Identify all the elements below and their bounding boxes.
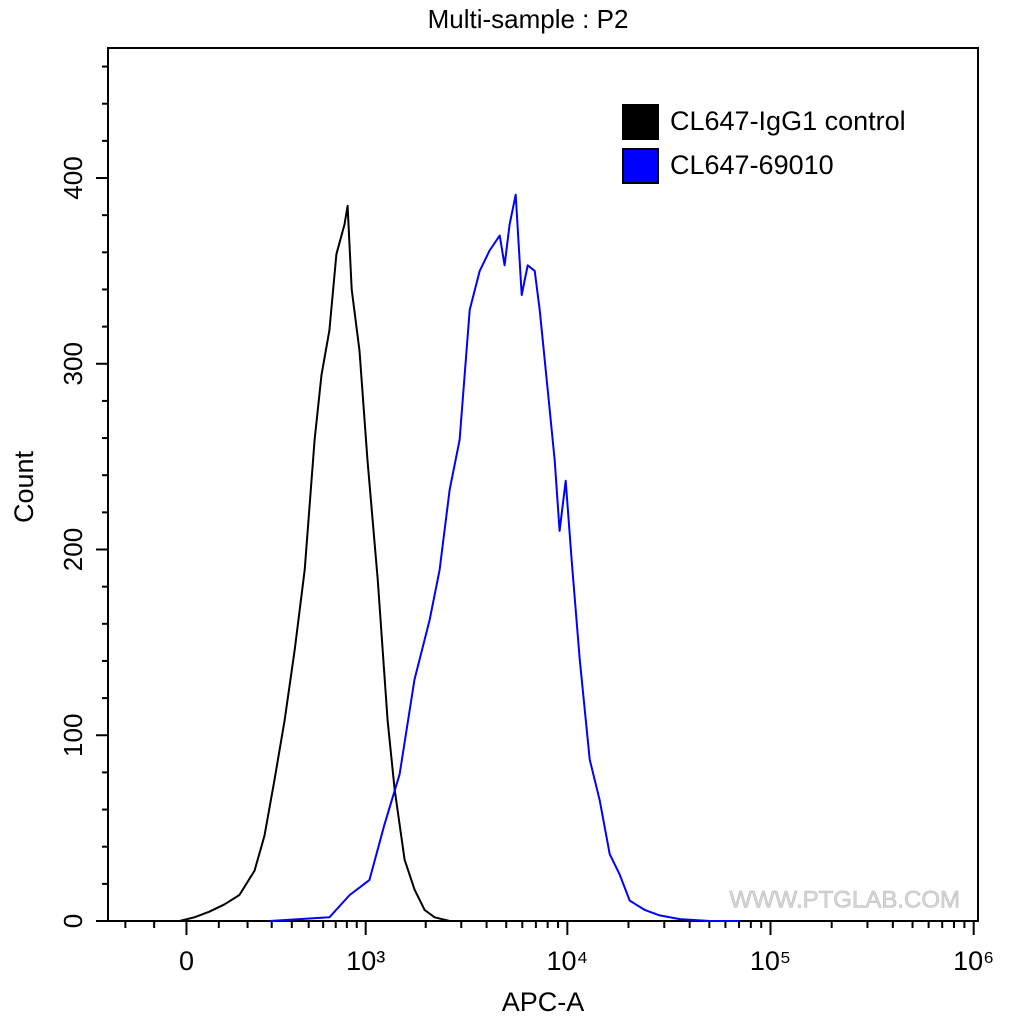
- watermark: WWW.PTGLAB.COM: [729, 886, 960, 913]
- y-tick-label: 200: [58, 528, 88, 571]
- legend-swatch: [622, 104, 659, 140]
- x-tick-label: 10⁴: [547, 946, 589, 976]
- y-tick-label: 400: [58, 156, 88, 199]
- histogram-line: [179, 204, 450, 922]
- x-tick-label: 0: [179, 946, 194, 976]
- plot-frame: [107, 47, 979, 922]
- y-tick-label: 300: [58, 342, 88, 385]
- y-tick-label: 100: [58, 714, 88, 757]
- y-tick-label: 0: [58, 914, 88, 928]
- legend-label: CL647-69010: [670, 150, 834, 180]
- histogram-line: [269, 193, 740, 922]
- legend-swatch: [622, 148, 659, 184]
- x-tick-label: 10⁵: [750, 946, 791, 976]
- legend-label: CL647-IgG1 control: [670, 106, 906, 136]
- x-tick-label: 10³: [346, 946, 385, 976]
- x-tick-label: 10⁶: [953, 946, 994, 976]
- x-axis-label: APC-A: [502, 987, 585, 1017]
- y-axis-label: Count: [9, 450, 39, 523]
- chart-title: Multi-sample : P2: [428, 4, 629, 34]
